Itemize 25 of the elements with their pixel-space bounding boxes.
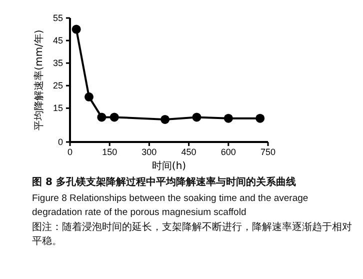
x-tick-label: 750 (260, 147, 276, 157)
y-tick-label: 15 (52, 103, 63, 114)
point (160, 114, 170, 124)
text: Figure 8 Relationships between the soaking time and the average degradation rate of the porous magnesium scaffold (32, 192, 310, 220)
x-tick-label: 300 (142, 147, 157, 157)
text: 图 8 多孔镁支架降解过程中平均降解速率与时间的关系曲线 (32, 176, 297, 190)
y-tick-label: 45 (52, 36, 63, 46)
text: 图注：随着浸泡时间的延长，支架降解不断进行，降解速率逐渐趋于相对平稳。 (32, 221, 353, 249)
x-tick-label: 0 (67, 147, 73, 157)
point (97, 112, 106, 122)
point (84, 92, 94, 102)
x-tick-label: 150 (102, 147, 118, 157)
point (224, 114, 233, 123)
y-tick-label: 0 (58, 137, 63, 147)
point (72, 24, 81, 34)
y-tick-label: 25 (52, 80, 63, 91)
y-tick-label: 35 (52, 58, 63, 68)
y-axis-title: 平均降解速率(mm/年) (33, 30, 45, 130)
point (192, 112, 202, 122)
point (256, 114, 265, 123)
x-axis-title: 时间(h) (152, 160, 186, 172)
x-tick-label: 600 (220, 147, 236, 157)
x-tick-label: 450 (181, 147, 196, 157)
y-tick-label: 55 (52, 13, 63, 23)
point (110, 112, 119, 122)
